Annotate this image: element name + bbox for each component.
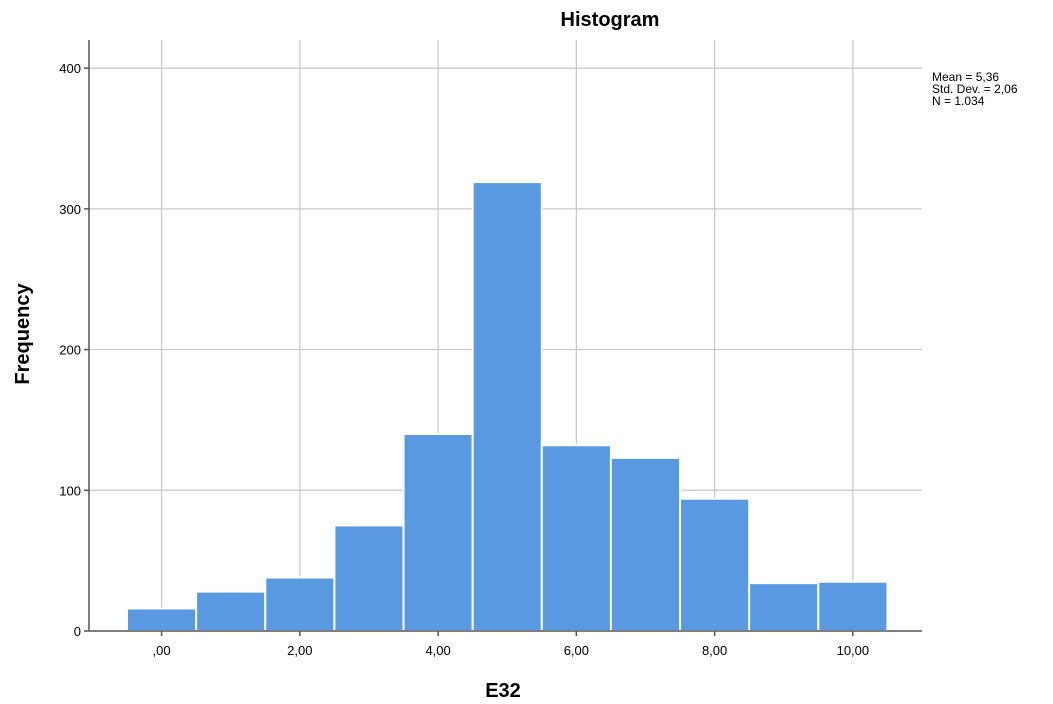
x-tick-label: 2,00: [287, 643, 312, 658]
histogram-bar: [748, 582, 820, 633]
x-axis-label: E32: [485, 680, 521, 702]
x-tick-label: 6,00: [564, 643, 589, 658]
histogram-bar: [195, 590, 267, 632]
y-tick-label: 400: [59, 61, 81, 76]
histogram-bar: [609, 456, 682, 632]
x-tick-label: ,00: [153, 643, 171, 658]
stats-n: N = 1.034: [932, 94, 985, 108]
stats-box: Mean = 5,36 Std. Dev. = 2,06 N = 1.034: [932, 70, 1018, 108]
x-tick-label: 4,00: [425, 643, 450, 658]
stats-mean: Mean = 5,36: [932, 70, 999, 84]
histogram-bar: [126, 607, 198, 633]
histogram-bar: [817, 580, 889, 632]
histogram-bar: [264, 576, 336, 632]
x-tick-label: 8,00: [702, 643, 727, 658]
axes: [84, 40, 922, 636]
tick-labels: ,00 2,00 4,00 6,00 8,00 10,00 0 100 200 300 400: [59, 61, 869, 658]
y-axis-label: Frequency: [12, 283, 34, 385]
y-tick-label: 300: [59, 202, 81, 217]
x-tick-label: 10,00: [837, 643, 870, 658]
y-tick-label: 200: [59, 343, 81, 358]
histogram-bar: [679, 497, 751, 632]
histogram-bar: [471, 181, 543, 632]
stats-std-dev: Std. Dev. = 2,06: [932, 82, 1018, 96]
bars: [126, 181, 889, 633]
histogram-bar: [540, 444, 612, 632]
y-tick-label: 100: [59, 483, 81, 498]
chart-title: Histogram: [561, 9, 660, 31]
histogram-bar: [402, 433, 474, 632]
y-tick-label: 0: [74, 624, 81, 639]
histogram-bar: [333, 524, 405, 633]
